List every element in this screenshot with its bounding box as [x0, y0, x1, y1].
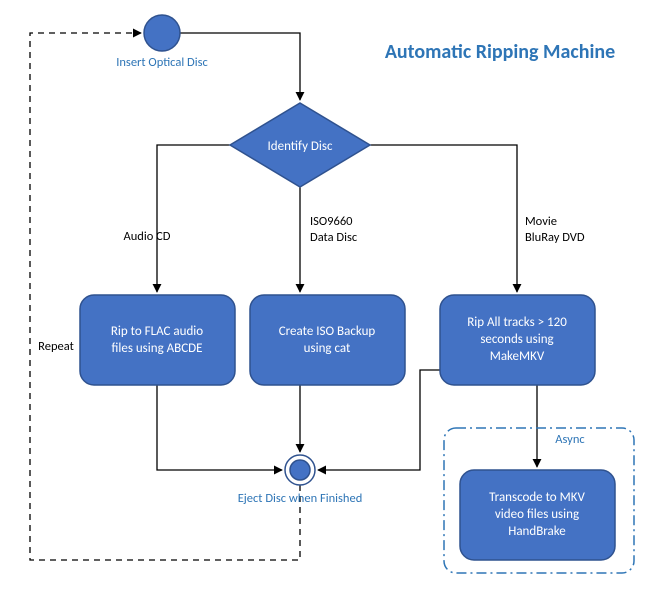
node-iso-backup: [250, 295, 405, 385]
node-rip-audio: [80, 295, 235, 385]
label-data-2: Data Disc: [310, 230, 358, 245]
node-eject-label: Eject Disc when Finished: [238, 491, 363, 506]
label-repeat: Repeat: [38, 339, 74, 354]
label-audio: Audio CD: [123, 229, 170, 244]
node-transcode-l1: Transcode to MKV: [489, 490, 585, 505]
edge-audio-eject: [157, 385, 282, 470]
node-rip-movie-l1: Rip All tracks > 120: [467, 315, 567, 330]
node-eject-inner: [290, 460, 310, 480]
edge-identify-audio: [157, 145, 230, 292]
label-async: Async: [555, 432, 585, 447]
label-movie-2: BluRay DVD: [525, 230, 585, 245]
node-rip-movie-l3: MakeMKV: [490, 349, 545, 364]
node-iso-backup-l2: using cat: [304, 341, 351, 356]
edge-identify-movie: [370, 145, 517, 292]
label-movie-1: Movie: [525, 214, 557, 229]
node-transcode-l3: HandBrake: [508, 524, 566, 539]
node-iso-backup-l1: Create ISO Backup: [279, 324, 376, 339]
node-rip-audio-l2: files using ABCDE: [111, 341, 202, 356]
node-identify-label: Identify Disc: [268, 139, 333, 154]
node-rip-audio-l1: Rip to FLAC audio: [111, 324, 203, 339]
node-start-label: Insert Optical Disc: [116, 55, 208, 70]
diagram-title: Automatic Ripping Machine: [385, 40, 615, 64]
node-start: [144, 15, 180, 51]
node-rip-movie-l2: seconds using: [480, 332, 553, 347]
label-data-1: ISO9660: [310, 214, 353, 229]
node-transcode-l2: video files using: [495, 507, 579, 522]
